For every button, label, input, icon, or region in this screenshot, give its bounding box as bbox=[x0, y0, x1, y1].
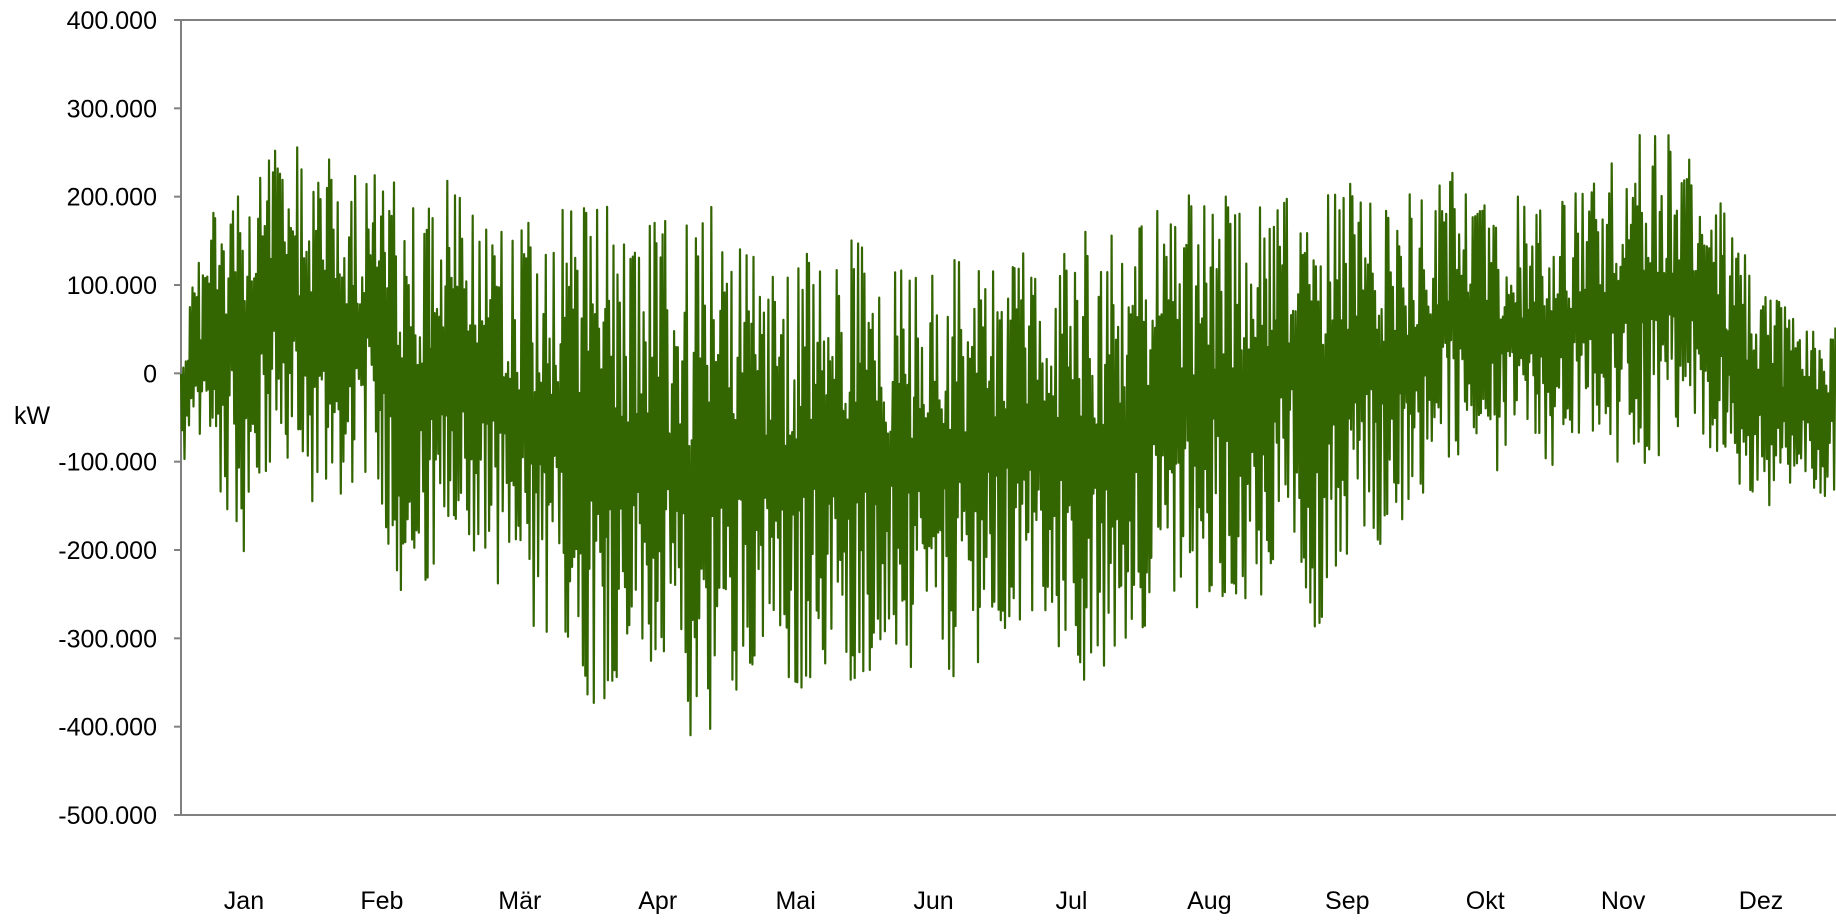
x-tick-label: Apr bbox=[638, 887, 677, 915]
x-tick-label: Feb bbox=[360, 887, 403, 915]
plot-area bbox=[179, 134, 1836, 737]
y-tick-label: -200.000 bbox=[58, 537, 157, 565]
x-tick-label: Okt bbox=[1466, 887, 1505, 915]
x-tick-label: Jan bbox=[224, 887, 264, 915]
x-tick-label: Jul bbox=[1055, 887, 1087, 915]
x-tick-label: Nov bbox=[1601, 887, 1646, 915]
y-tick-label: -400.000 bbox=[58, 714, 157, 742]
x-tick-label: Dez bbox=[1739, 887, 1783, 915]
x-axis: Jan Feb Mär Apr Mai Jun Jul Aug Sep Okt Nov Dez bbox=[181, 814, 1836, 915]
x-tick-label: Aug bbox=[1187, 887, 1231, 915]
y-tick-label: 0 bbox=[143, 360, 157, 388]
x-tick-label: Mär bbox=[498, 887, 541, 915]
y-tick-label: -300.000 bbox=[58, 625, 157, 653]
x-tick-label: Jun bbox=[913, 887, 953, 915]
y-axis-title: kW bbox=[14, 402, 51, 430]
y-tick-label: -100.000 bbox=[58, 449, 157, 477]
series-line bbox=[179, 134, 1836, 737]
y-axis: 400.000 300.000 200.000 100.000 0 -100.000 -20… bbox=[58, 7, 1836, 830]
x-tick-label: Mai bbox=[775, 887, 815, 915]
x-tick-label: Sep bbox=[1325, 887, 1369, 915]
y-tick-label: 400.000 bbox=[67, 7, 157, 35]
y-tick-label: 300.000 bbox=[67, 95, 157, 123]
y-tick-label: 100.000 bbox=[67, 272, 157, 300]
y-tick-label: -500.000 bbox=[58, 802, 157, 830]
y-tick-label: 200.000 bbox=[67, 184, 157, 212]
